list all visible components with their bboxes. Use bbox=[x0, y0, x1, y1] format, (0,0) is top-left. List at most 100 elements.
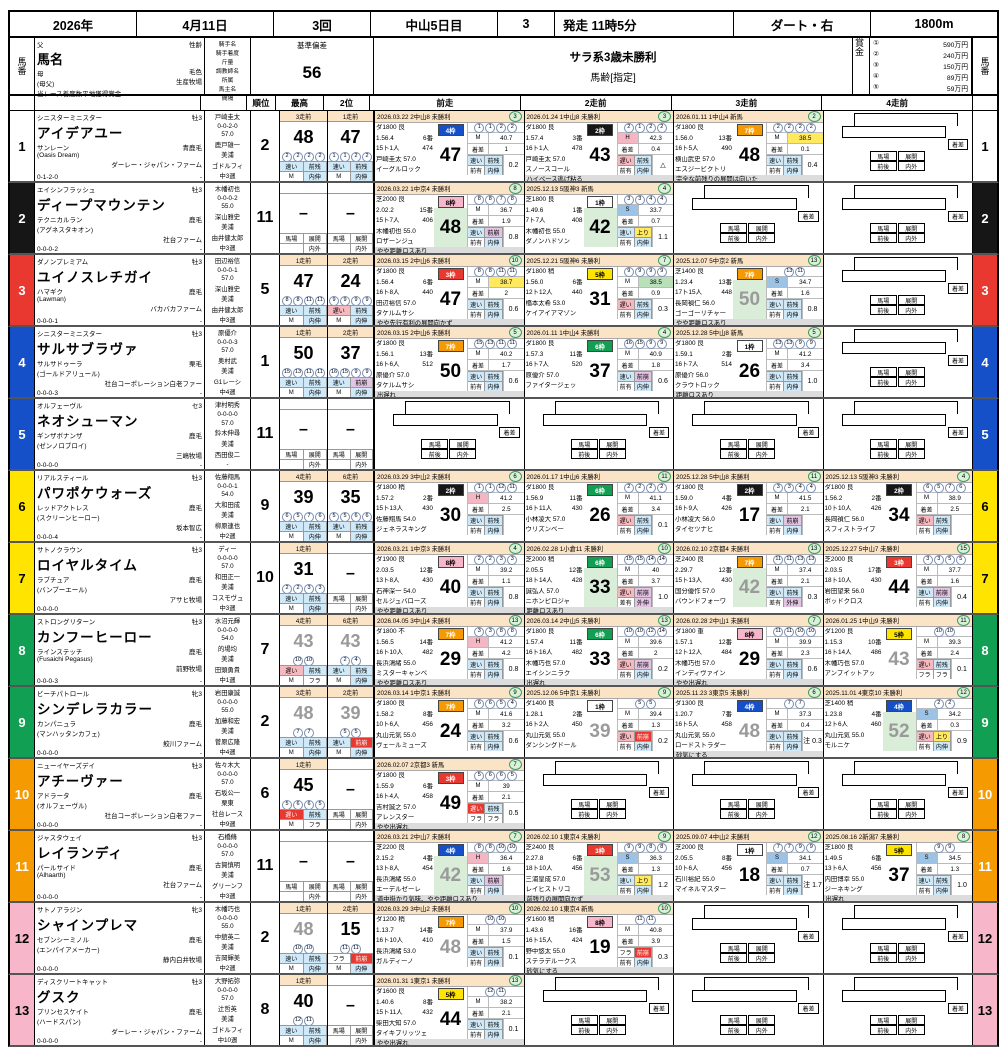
margin-label: 着差 bbox=[917, 864, 938, 874]
empty-tag-grid: 馬場 展開 前後 内外 bbox=[869, 151, 926, 171]
course-record: 0-0-0-0 bbox=[37, 894, 58, 901]
dam-sire: (ハードスパン) bbox=[37, 1019, 81, 1026]
horse-name: パワポケウォーズ bbox=[37, 486, 153, 501]
corner-position: 11 bbox=[773, 554, 784, 565]
race-col-4: 2025.12.13 5阪神3 未勝利 4 ダ1800 良 1.56.2 2番 1… bbox=[822, 471, 972, 541]
race-col-4: 2026.01.25 1中山9 未勝利 11 ダ1200 良 1.15.3 10番… bbox=[822, 615, 972, 685]
race-jockey: 柴田大知 57.0 bbox=[376, 1019, 416, 1027]
corner-position: 6 bbox=[315, 511, 325, 522]
race-comment: やや距離ロスあり bbox=[375, 679, 524, 685]
dam-name: サンレーン bbox=[37, 145, 70, 152]
race-detail-lines: ダ1600 稍 1.43.6 16番 16ト15人 424 野中悠太 55.0 ステ… bbox=[525, 915, 584, 967]
corner-position: 2 bbox=[645, 122, 656, 133]
corner-position: 13 bbox=[784, 266, 795, 277]
extra-value: 0.3 bbox=[652, 299, 673, 319]
pace-tag: 前有 bbox=[468, 741, 486, 751]
race-interval: 中10週 bbox=[217, 1037, 238, 1044]
gate-number: 11番 bbox=[569, 638, 583, 646]
owner-name: コスモヴュ bbox=[211, 594, 244, 602]
trainer-name: 鈴木伸尋 bbox=[214, 430, 241, 438]
finish-position: 3 bbox=[658, 111, 671, 122]
margin-label: 着差 bbox=[618, 216, 639, 226]
extra-value: 1.1 bbox=[652, 227, 673, 247]
frame-badge: 7枠 bbox=[437, 916, 464, 928]
pace-tag: 内伸 bbox=[350, 675, 373, 685]
gate-number: 4番 bbox=[871, 710, 882, 718]
pace-tag: 内伸 bbox=[303, 963, 327, 973]
race-col-2: 2025.12.06 5中京1 未勝利 9 ダ1400 良 1.28.1 2番 1… bbox=[523, 687, 673, 757]
empty-tag-grid: 馬場 展開 前後 内外 bbox=[570, 439, 627, 459]
pace-tag: 速い bbox=[767, 371, 785, 381]
race-distance: 1800m bbox=[914, 17, 954, 31]
empty-shape bbox=[853, 113, 958, 126]
margin-value: 1 bbox=[504, 145, 508, 153]
pace-letter: M bbox=[767, 133, 788, 143]
pace-letter: M bbox=[917, 637, 938, 647]
race-date-course: 2026.03.14 2中山5 未勝利 bbox=[526, 618, 601, 625]
age-rule: 馬齢[指定] bbox=[590, 72, 636, 84]
race-winner: クラウトロック bbox=[675, 382, 720, 389]
margin-label: 着差 bbox=[468, 288, 489, 298]
finish-position: 4 bbox=[658, 327, 671, 338]
owner-name: G1レーシ bbox=[213, 378, 242, 386]
gate-number: 2番 bbox=[572, 710, 583, 718]
pace-letter: M bbox=[767, 637, 788, 647]
race-date-course: 2025.11.23 3東京5 未勝利 bbox=[676, 690, 750, 697]
pace-tag: M bbox=[328, 531, 351, 541]
corner-position: 2 bbox=[944, 698, 955, 709]
race-card-header: 2026.03.22 1中京4 未勝利 8 bbox=[375, 183, 524, 195]
margin-value: 2 bbox=[653, 649, 658, 657]
race-winner: セルジュバローズ bbox=[376, 598, 427, 605]
pace-tag: 前残 bbox=[784, 587, 802, 597]
race-jockey: 石神深一 54.0 bbox=[376, 587, 416, 595]
speed-figure: 30 bbox=[439, 504, 462, 526]
finish-time: 1.59.0 bbox=[675, 494, 693, 502]
horse-name: ネオシューマン bbox=[37, 414, 139, 429]
field-popularity: 13ト6人 bbox=[824, 865, 848, 872]
corner-passing: 11 11 10 10 bbox=[767, 626, 823, 637]
margin-label: 着差 bbox=[618, 648, 639, 658]
horse-number-right: 10 bbox=[972, 759, 997, 829]
finish-time: 1.58.2 bbox=[376, 710, 394, 718]
course-record: 0-1-2-0 bbox=[37, 174, 58, 181]
race-detail-lines: 芝2400 良 2.27.8 6番 18ト10人 456 三浦皇成 57.0 レイヒ… bbox=[525, 843, 584, 895]
pace-tag: 内伸 bbox=[303, 171, 327, 181]
dist-condition: 芝1800 良 bbox=[824, 844, 854, 851]
corner-position: 4 bbox=[656, 194, 667, 205]
extra-value: 0.6 bbox=[502, 299, 524, 319]
gate-number: 6番 bbox=[572, 278, 583, 286]
finish-position: 10 bbox=[508, 255, 522, 266]
pace-tag-grid: 速い 前残 前有 内伸 bbox=[767, 875, 802, 895]
corner-position: 8 bbox=[645, 842, 656, 853]
connections: 原優介 0-0-0-3 57.0 奥村武 美浦 G1レーシ 中4週 bbox=[205, 327, 251, 397]
empty-race-card: 着差 馬場 展開 前後 内外 bbox=[375, 399, 524, 461]
race-winner: モルニケ bbox=[824, 742, 851, 749]
finish-position: 9 bbox=[508, 687, 522, 698]
corner-position: 7 bbox=[304, 511, 314, 522]
dam-name: アドラータ bbox=[37, 793, 70, 800]
horse-number-left: 12 bbox=[10, 903, 35, 973]
pace-tag: 前崩 bbox=[485, 227, 503, 237]
pace-tag: 前残 bbox=[933, 659, 951, 669]
pace-letter: M bbox=[468, 997, 489, 1007]
race-card: 2026.02.10 1東京4 未勝利 9 芝2400 良 2.27.8 6番 1… bbox=[524, 831, 673, 895]
corner-position: 10 bbox=[293, 655, 303, 666]
frame-badge: 3枠 bbox=[587, 844, 613, 856]
corner-position: 3 bbox=[922, 554, 933, 565]
finish-time: 1.57.4 bbox=[525, 134, 544, 142]
rank-value: 5 bbox=[251, 255, 280, 325]
empty-shape bbox=[853, 977, 958, 990]
margin-label: 着差 bbox=[917, 720, 938, 730]
pace-tag: 前残 bbox=[303, 953, 327, 963]
speed-figure: 43 bbox=[589, 144, 611, 166]
race-card-header: 2026.03.29 3中山2 未勝利 10 bbox=[375, 903, 524, 915]
race-card: 2025.12.28 5中山8 新馬 5 ダ1800 良 1.59.1 2番 16… bbox=[674, 327, 823, 391]
stable-region: 美浦 bbox=[221, 441, 234, 449]
margin-label: 着差 bbox=[767, 720, 788, 730]
race-col-4: 2025.11.01 4東京10 未勝利 12 芝1400 稍 1.23.8 4番… bbox=[822, 687, 972, 757]
carried-weight: 57.0 bbox=[221, 131, 234, 138]
